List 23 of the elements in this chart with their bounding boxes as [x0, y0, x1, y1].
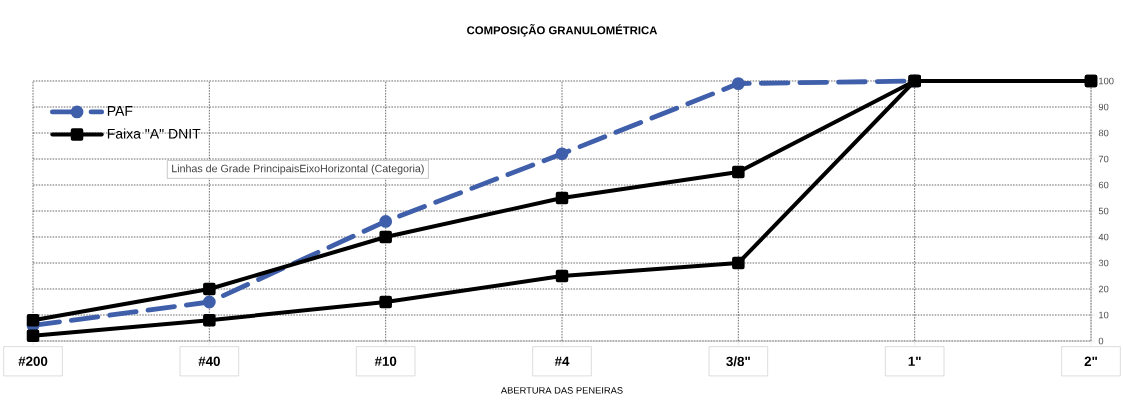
x-tick-label: #40 [198, 356, 220, 366]
y-tick-label: 30 [1098, 259, 1109, 267]
y-tick-label: 80 [1098, 129, 1109, 137]
y-tick-label: 50 [1098, 207, 1109, 215]
x-tick-label: 1" [908, 356, 921, 366]
y-tick-label: 10 [1099, 311, 1109, 319]
x-tick-label: #200 [18, 356, 48, 366]
y-tick-label: 40 [1098, 233, 1109, 241]
legend-label: PAF [107, 106, 133, 116]
legend-label: Faixa "A" DNIT [107, 128, 201, 139]
x-tick-label: 3/8" [726, 356, 750, 367]
y-tick-label: 60 [1098, 181, 1109, 189]
y-tick-label: 20 [1098, 285, 1109, 293]
y-tick-label: 70 [1098, 155, 1109, 163]
x-axis-title: ABERTURA DAS PENEIRAS [500, 387, 623, 394]
x-tick-label: #10 [374, 356, 397, 366]
y-tick-label: 90 [1098, 103, 1109, 111]
x-tick-label: #4 [554, 356, 570, 366]
y-tick-label: 0 [1098, 337, 1104, 345]
y-tick-label: 100 [1099, 77, 1114, 85]
chart-title: COMPOSIÇÃO GRANULOMÉTRICA [467, 24, 658, 37]
annotation: Linhas de Grade PrincipaisEixoHorizontal (Categoria) [172, 164, 424, 175]
x-tick-label: 2" [1084, 356, 1097, 366]
